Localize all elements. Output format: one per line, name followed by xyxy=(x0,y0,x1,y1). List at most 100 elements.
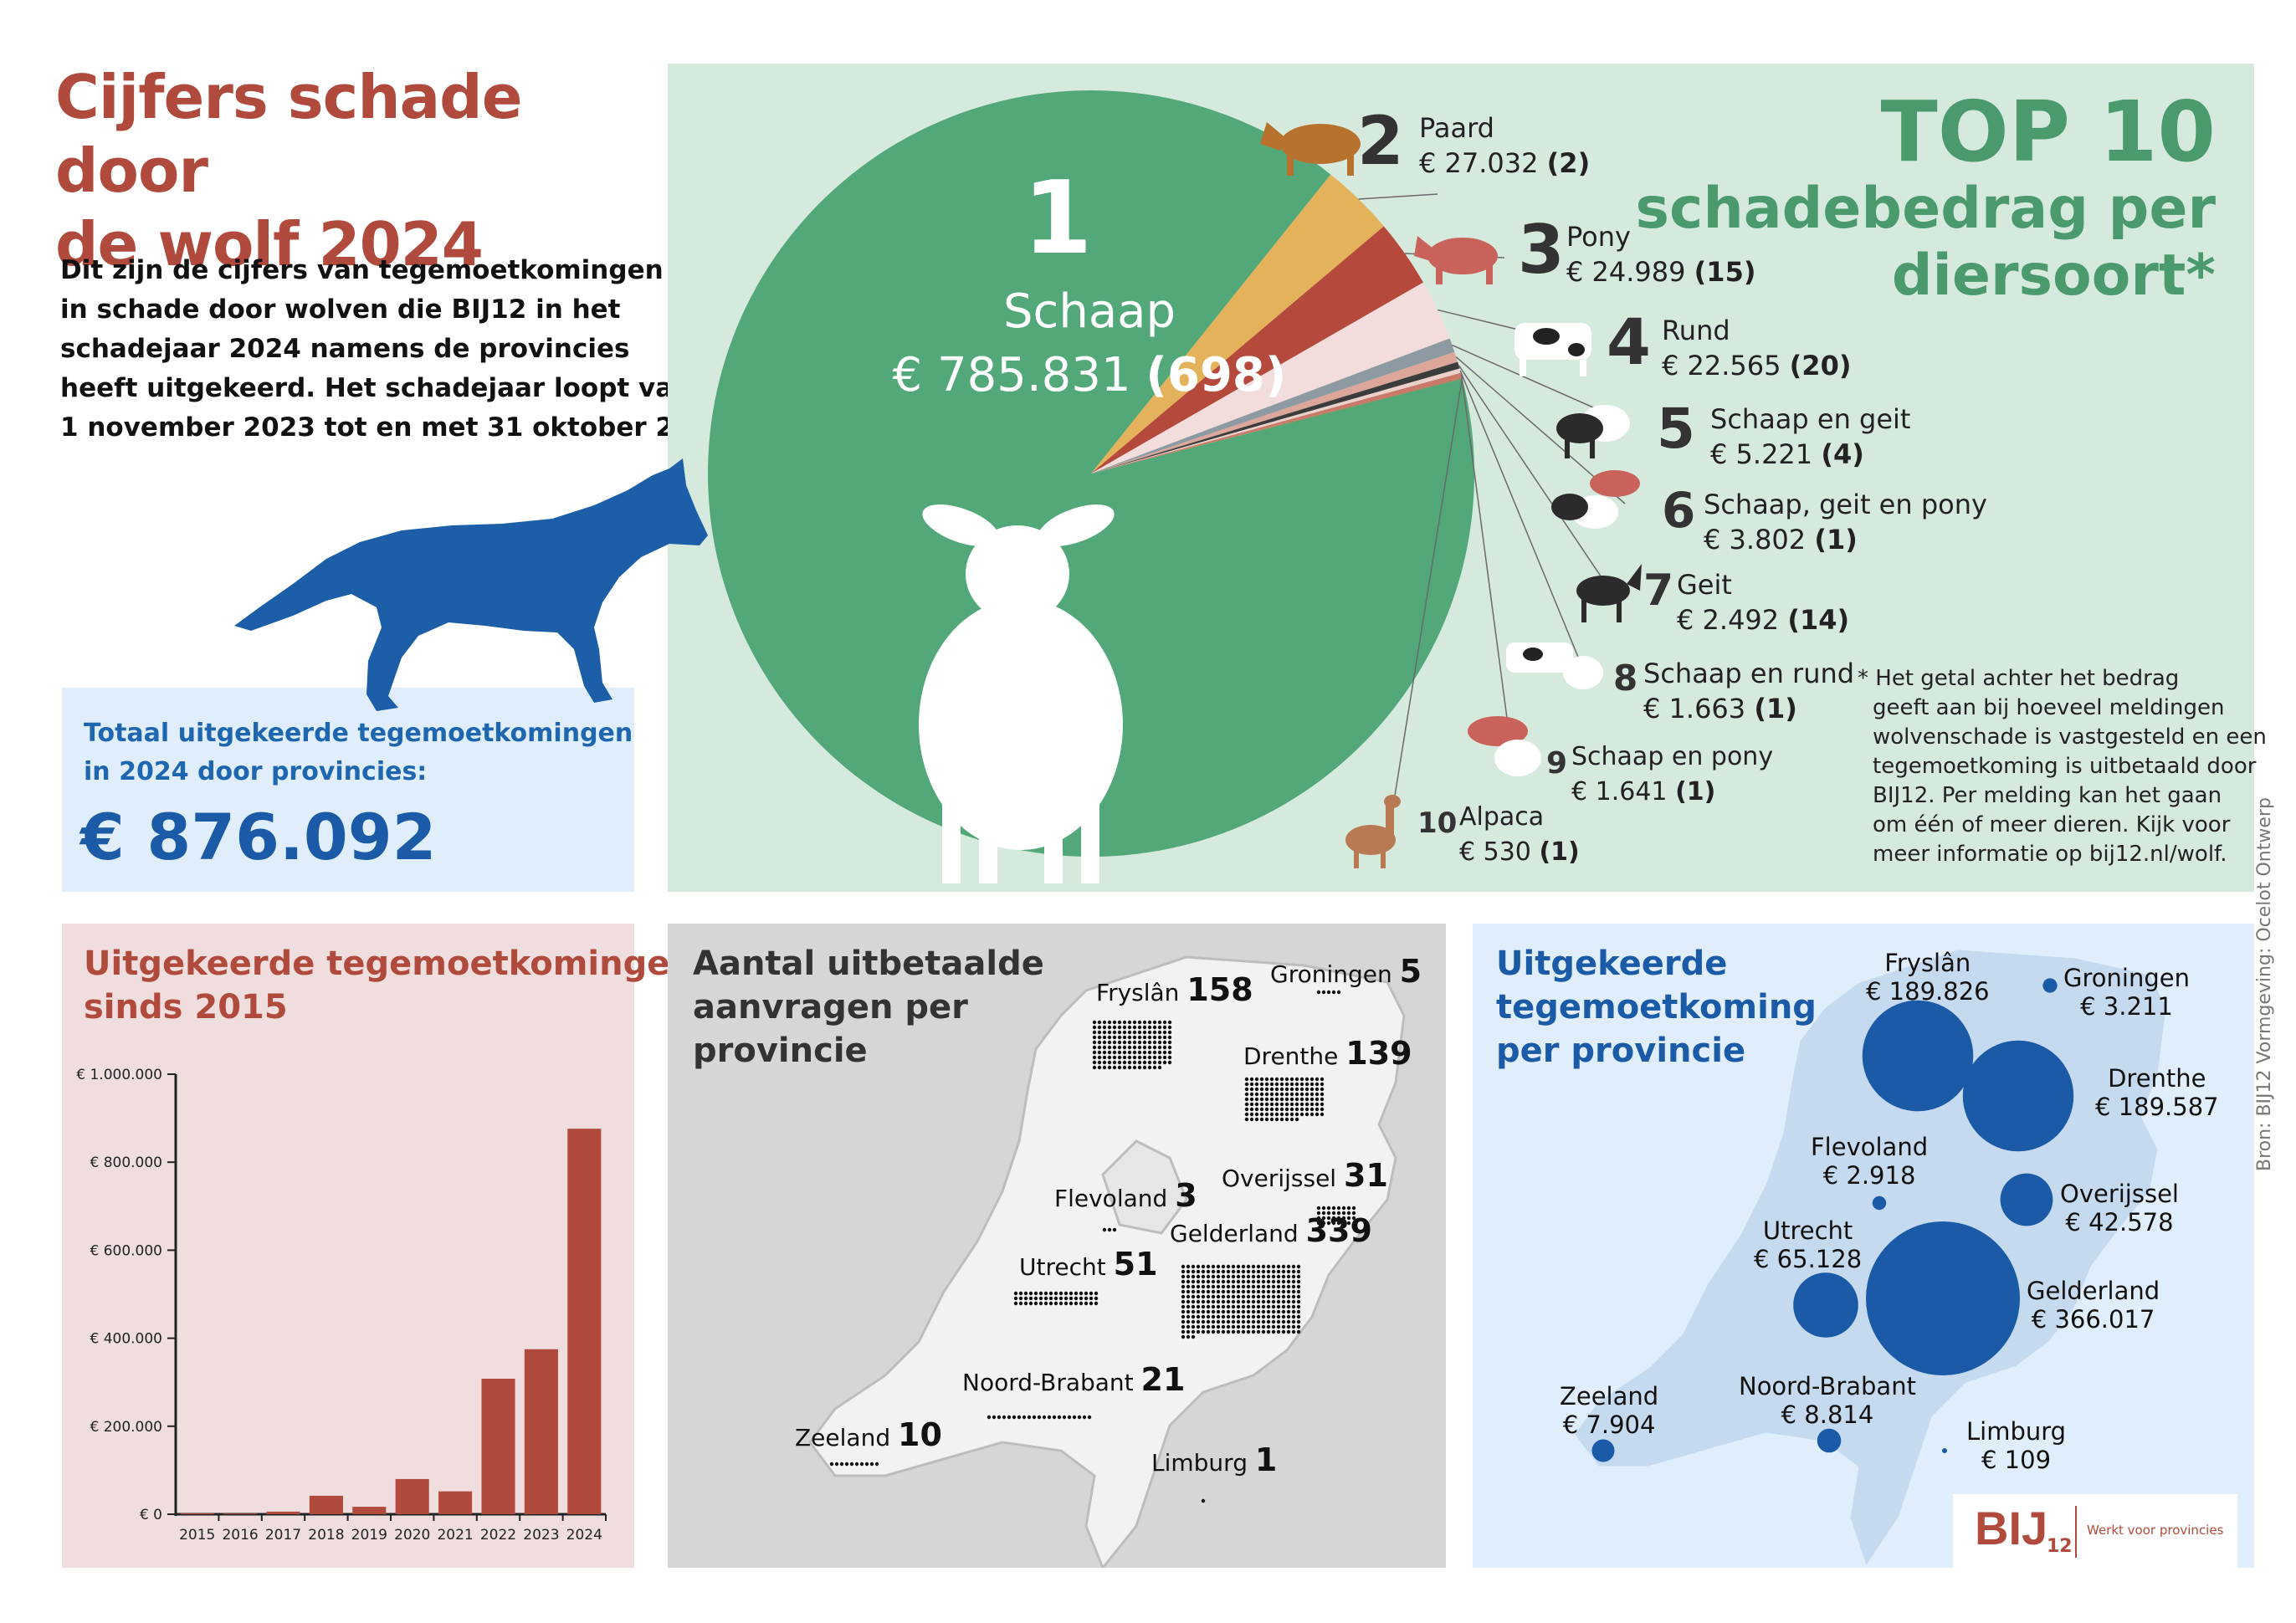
count-dot xyxy=(1133,1021,1136,1024)
count-dot xyxy=(835,1462,838,1466)
rank-9-label: Schaap en pony € 1.641 (1) xyxy=(1571,740,1773,810)
count-dot xyxy=(1212,1285,1215,1288)
count-dot xyxy=(1202,1265,1205,1268)
count-dot xyxy=(1222,1315,1225,1318)
alpaca-icon xyxy=(1345,795,1401,868)
rank-9-amount: € 1.641 xyxy=(1571,777,1668,806)
count-dot xyxy=(1192,1265,1195,1268)
count-dot xyxy=(1245,1113,1248,1116)
bar-2019 xyxy=(352,1507,386,1514)
count-dot xyxy=(1270,1118,1274,1121)
footnote-line: wolvenschade is vastgesteld en een xyxy=(1858,723,2242,752)
count-dot xyxy=(1260,1088,1263,1091)
count-dot xyxy=(1227,1265,1230,1268)
amount-bubble-gelderland xyxy=(1866,1221,2020,1375)
x-tick-label: 2024 xyxy=(566,1527,602,1544)
count-dot xyxy=(1265,1118,1268,1121)
rank-10-amount: € 530 xyxy=(1459,837,1531,867)
count-dot xyxy=(1108,1056,1111,1059)
count-dot xyxy=(1237,1290,1240,1293)
count-noord-brabant: Noord-Brabant 21 xyxy=(962,1365,1185,1397)
count-dot xyxy=(987,1416,991,1419)
count-dot xyxy=(1267,1270,1270,1273)
goat-icon xyxy=(1576,564,1642,622)
count-dot xyxy=(1128,1051,1131,1054)
count-dot xyxy=(1044,1302,1048,1305)
count-dot xyxy=(1197,1315,1200,1318)
count-dot xyxy=(1297,1265,1300,1268)
count-dot xyxy=(1133,1061,1136,1064)
count-dot xyxy=(1197,1265,1200,1268)
y-tick-label: € 800.000 xyxy=(90,1155,162,1171)
count-dot xyxy=(1049,1292,1053,1295)
count-dot xyxy=(1320,1078,1324,1081)
count-dot xyxy=(1054,1302,1058,1305)
count-dot xyxy=(1133,1056,1136,1059)
count-dot xyxy=(1093,1021,1096,1024)
count-dot xyxy=(1257,1310,1260,1313)
count-dot xyxy=(1202,1310,1205,1313)
count-dot xyxy=(1118,1036,1121,1039)
count-dot xyxy=(1280,1083,1284,1086)
count-dot xyxy=(1212,1310,1215,1313)
count-dot xyxy=(1128,1046,1131,1049)
count-dot xyxy=(1143,1041,1146,1044)
rank-5-name: Schaap en geit xyxy=(1710,403,1910,435)
count-dot xyxy=(1332,991,1335,994)
count-dot xyxy=(1232,1320,1235,1323)
count-dot xyxy=(1118,1021,1121,1024)
count-dot xyxy=(1128,1031,1131,1034)
count-dot xyxy=(1270,1078,1274,1081)
bar-2015 xyxy=(181,1513,214,1514)
count-drenthe-value: 139 xyxy=(1345,1035,1412,1072)
count-dot xyxy=(1108,1026,1111,1029)
count-dot xyxy=(1138,1041,1141,1044)
count-dot xyxy=(1153,1056,1156,1059)
count-dot xyxy=(1282,1285,1285,1288)
count-dot xyxy=(1181,1330,1185,1334)
count-dot xyxy=(1192,1300,1195,1303)
count-dot xyxy=(1186,1285,1190,1288)
rank-7-number: 7 xyxy=(1643,566,1673,616)
y-tick-label: € 600.000 xyxy=(90,1242,162,1259)
count-dot xyxy=(1250,1088,1253,1091)
amount-gelderland: Gelderland € 366.017 xyxy=(2027,1277,2160,1334)
count-dot xyxy=(1158,1041,1161,1044)
count-dot xyxy=(1202,1499,1205,1503)
count-dot xyxy=(1153,1021,1156,1024)
count-dot xyxy=(1197,1300,1200,1303)
count-dot xyxy=(1257,1320,1260,1323)
count-dot xyxy=(1257,1330,1260,1334)
count-dot xyxy=(1158,1031,1161,1034)
count-dot xyxy=(1250,1113,1253,1116)
x-tick-label: 2016 xyxy=(222,1527,258,1544)
count-dot xyxy=(1287,1305,1290,1308)
count-dot xyxy=(1128,1066,1131,1069)
count-dot xyxy=(1098,1051,1101,1054)
count-dot xyxy=(1270,1108,1274,1111)
rank-4-amount: € 22.565 xyxy=(1662,350,1781,381)
count-map-panel: Aantal uitbetaalde aanvragen per provinc… xyxy=(668,924,1446,1568)
count-dot xyxy=(1305,1083,1309,1086)
count-dot xyxy=(1275,1088,1279,1091)
count-dot xyxy=(1242,1295,1245,1298)
count-dot xyxy=(1186,1330,1190,1334)
count-dot xyxy=(1158,1051,1161,1054)
count-dot xyxy=(1098,1021,1101,1024)
amount-bubble-fryslân xyxy=(1863,1001,1974,1112)
count-dot xyxy=(1290,1103,1294,1106)
count-dot xyxy=(1267,1290,1270,1293)
count-dot xyxy=(1287,1320,1290,1323)
count-dot xyxy=(1297,1315,1300,1318)
count-dot xyxy=(1285,1108,1289,1111)
count-dot xyxy=(1275,1113,1279,1116)
count-dot xyxy=(1181,1325,1185,1329)
count-dot xyxy=(1202,1315,1205,1318)
count-dot xyxy=(1227,1305,1230,1308)
count-dot xyxy=(1257,1325,1260,1329)
count-dot xyxy=(1113,1031,1116,1034)
count-dot xyxy=(1297,1300,1300,1303)
count-dot xyxy=(1237,1270,1240,1273)
count-dot xyxy=(1217,1290,1220,1293)
x-tick-label: 2015 xyxy=(179,1527,215,1544)
